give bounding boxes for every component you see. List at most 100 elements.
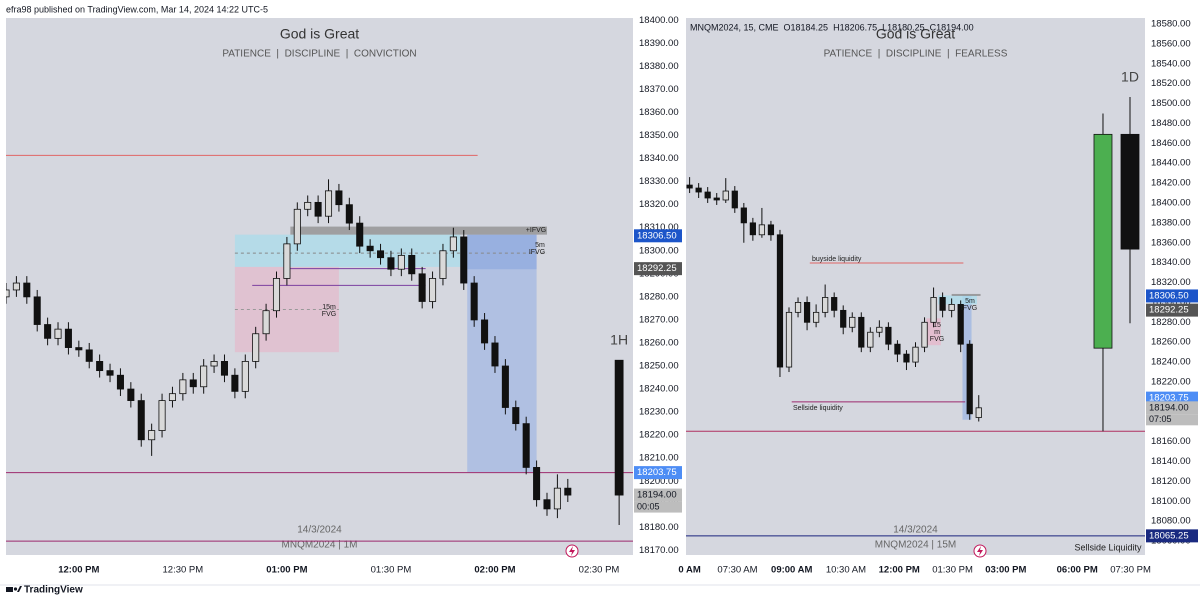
candle-body	[262, 310, 270, 335]
candle-body	[293, 208, 301, 245]
zone	[951, 293, 981, 296]
candle-body	[324, 190, 333, 217]
candle-body	[481, 319, 489, 344]
y-tick-label: 18360.00	[639, 107, 679, 118]
y-tick-label: 18330.00	[639, 176, 679, 187]
countdown-box	[1146, 414, 1198, 426]
candle-body	[704, 191, 711, 199]
pane-watermark: MNQM2024 | 1M	[282, 540, 358, 551]
candle-body	[713, 197, 720, 201]
y-tick-label: 18400.00	[639, 15, 679, 26]
candle-body	[812, 311, 820, 323]
y-tick-label: 18320.00	[639, 199, 679, 210]
y-tick-label: 18520.00	[1151, 78, 1191, 89]
y-tick-label: 18340.00	[1151, 257, 1191, 268]
price-label-box	[1146, 289, 1198, 303]
y-tick-label: 18210.00	[639, 453, 679, 464]
annotation: buyside liquidity	[812, 256, 862, 263]
x-tick-label: 12:00 PM	[879, 565, 920, 576]
candle-body	[345, 204, 353, 224]
pane-subtitle: PATIENCE | DISCIPLINE | FEARLESS	[824, 49, 1008, 60]
candle-body	[803, 302, 811, 323]
candle-body	[241, 361, 249, 392]
candle-body	[614, 359, 624, 496]
pane-1m: God is Great PATIENCE | DISCIPLINE | CONV…	[6, 26, 633, 551]
price-label: 18292.25	[637, 263, 677, 274]
countdown: 07:05	[1149, 414, 1172, 424]
candle-body	[849, 316, 856, 328]
candle-body	[6, 289, 10, 298]
candle-body	[858, 316, 865, 348]
y-tick-label: 18280.00	[639, 291, 679, 302]
countdown-box	[634, 501, 682, 513]
candle-body	[975, 407, 982, 418]
candle-body	[553, 487, 561, 510]
header-text: efra98 published on TradingView.com, Mar…	[6, 4, 268, 14]
price-label: 18203.75	[1149, 393, 1189, 404]
x-tick-label: 02:30 PM	[579, 565, 620, 576]
candle-body	[695, 187, 702, 193]
candle-body	[470, 282, 478, 321]
pane-date: 14/3/2024	[297, 525, 342, 536]
candle-body	[1120, 133, 1140, 250]
candle-body	[356, 222, 364, 247]
candle-body	[85, 349, 93, 362]
pane-background	[686, 18, 1145, 555]
zone	[234, 234, 461, 267]
y-tick-label: 18080.00	[1151, 516, 1191, 527]
x-tick-label: 02:00 PM	[474, 565, 515, 576]
y-tick-label: 18360.00	[1151, 237, 1191, 248]
candle-body	[231, 374, 239, 392]
y-tick-label: 18580.00	[1151, 18, 1191, 29]
candle-body	[939, 297, 946, 311]
candle-body	[377, 250, 385, 259]
price-label: 18292.25	[1149, 305, 1189, 316]
pane-15m: God is Great PATIENCE | DISCIPLINE | FEAR…	[686, 22, 1145, 551]
price-label-box	[1146, 303, 1198, 317]
candle-body	[1093, 133, 1113, 349]
x-tick-label: 09:00 AM	[771, 565, 812, 576]
candle-body	[722, 190, 729, 201]
candle-body	[189, 379, 197, 388]
alert-icon[interactable]	[565, 544, 579, 558]
price-label-box	[634, 262, 682, 276]
x-tick-label: 03:00 PM	[985, 565, 1026, 576]
candle-body	[272, 278, 281, 312]
candle-body	[283, 243, 291, 279]
candle-body	[903, 353, 910, 363]
x-tick-label: 01:30 PM	[932, 565, 973, 576]
zone	[926, 318, 941, 346]
y-tick-label: 18370.00	[639, 84, 679, 95]
candle-body	[885, 326, 892, 345]
x-tick-label: 07:30 PM	[1110, 565, 1151, 576]
candle-body	[767, 224, 775, 236]
candle-body	[831, 297, 838, 311]
x-tick-label: 01:00 PM	[266, 565, 307, 576]
price-label: 18306.50	[1149, 290, 1189, 301]
price-label-box	[634, 488, 682, 502]
candle-body	[512, 407, 520, 425]
annotation: IFVG	[961, 305, 977, 312]
pane-watermark: MNQM2024 | 15M	[875, 540, 957, 551]
x-tick-label: 12:30 PM	[163, 565, 204, 576]
candle-body	[439, 250, 447, 279]
y-tick-label: 18220.00	[1151, 376, 1191, 387]
candle-body	[957, 303, 964, 345]
candle-body	[75, 347, 83, 351]
alert-icon[interactable]	[973, 544, 987, 558]
candle-body	[533, 467, 541, 501]
timeframe-label: 1H	[610, 332, 628, 348]
candle-body	[314, 201, 322, 217]
y-tick-label: 18440.00	[1151, 158, 1191, 169]
annotation: 5m	[535, 242, 545, 249]
y-tick-label: 18230.00	[639, 407, 679, 418]
candle-body	[491, 342, 499, 367]
candle-body	[33, 296, 41, 325]
price-label: 18065.25	[1149, 530, 1189, 541]
price-label: 18306.50	[637, 230, 677, 241]
candle-body	[785, 311, 793, 368]
candle-body	[921, 321, 928, 348]
candle-body	[794, 302, 802, 313]
y-tick-label: 18390.00	[639, 38, 679, 49]
